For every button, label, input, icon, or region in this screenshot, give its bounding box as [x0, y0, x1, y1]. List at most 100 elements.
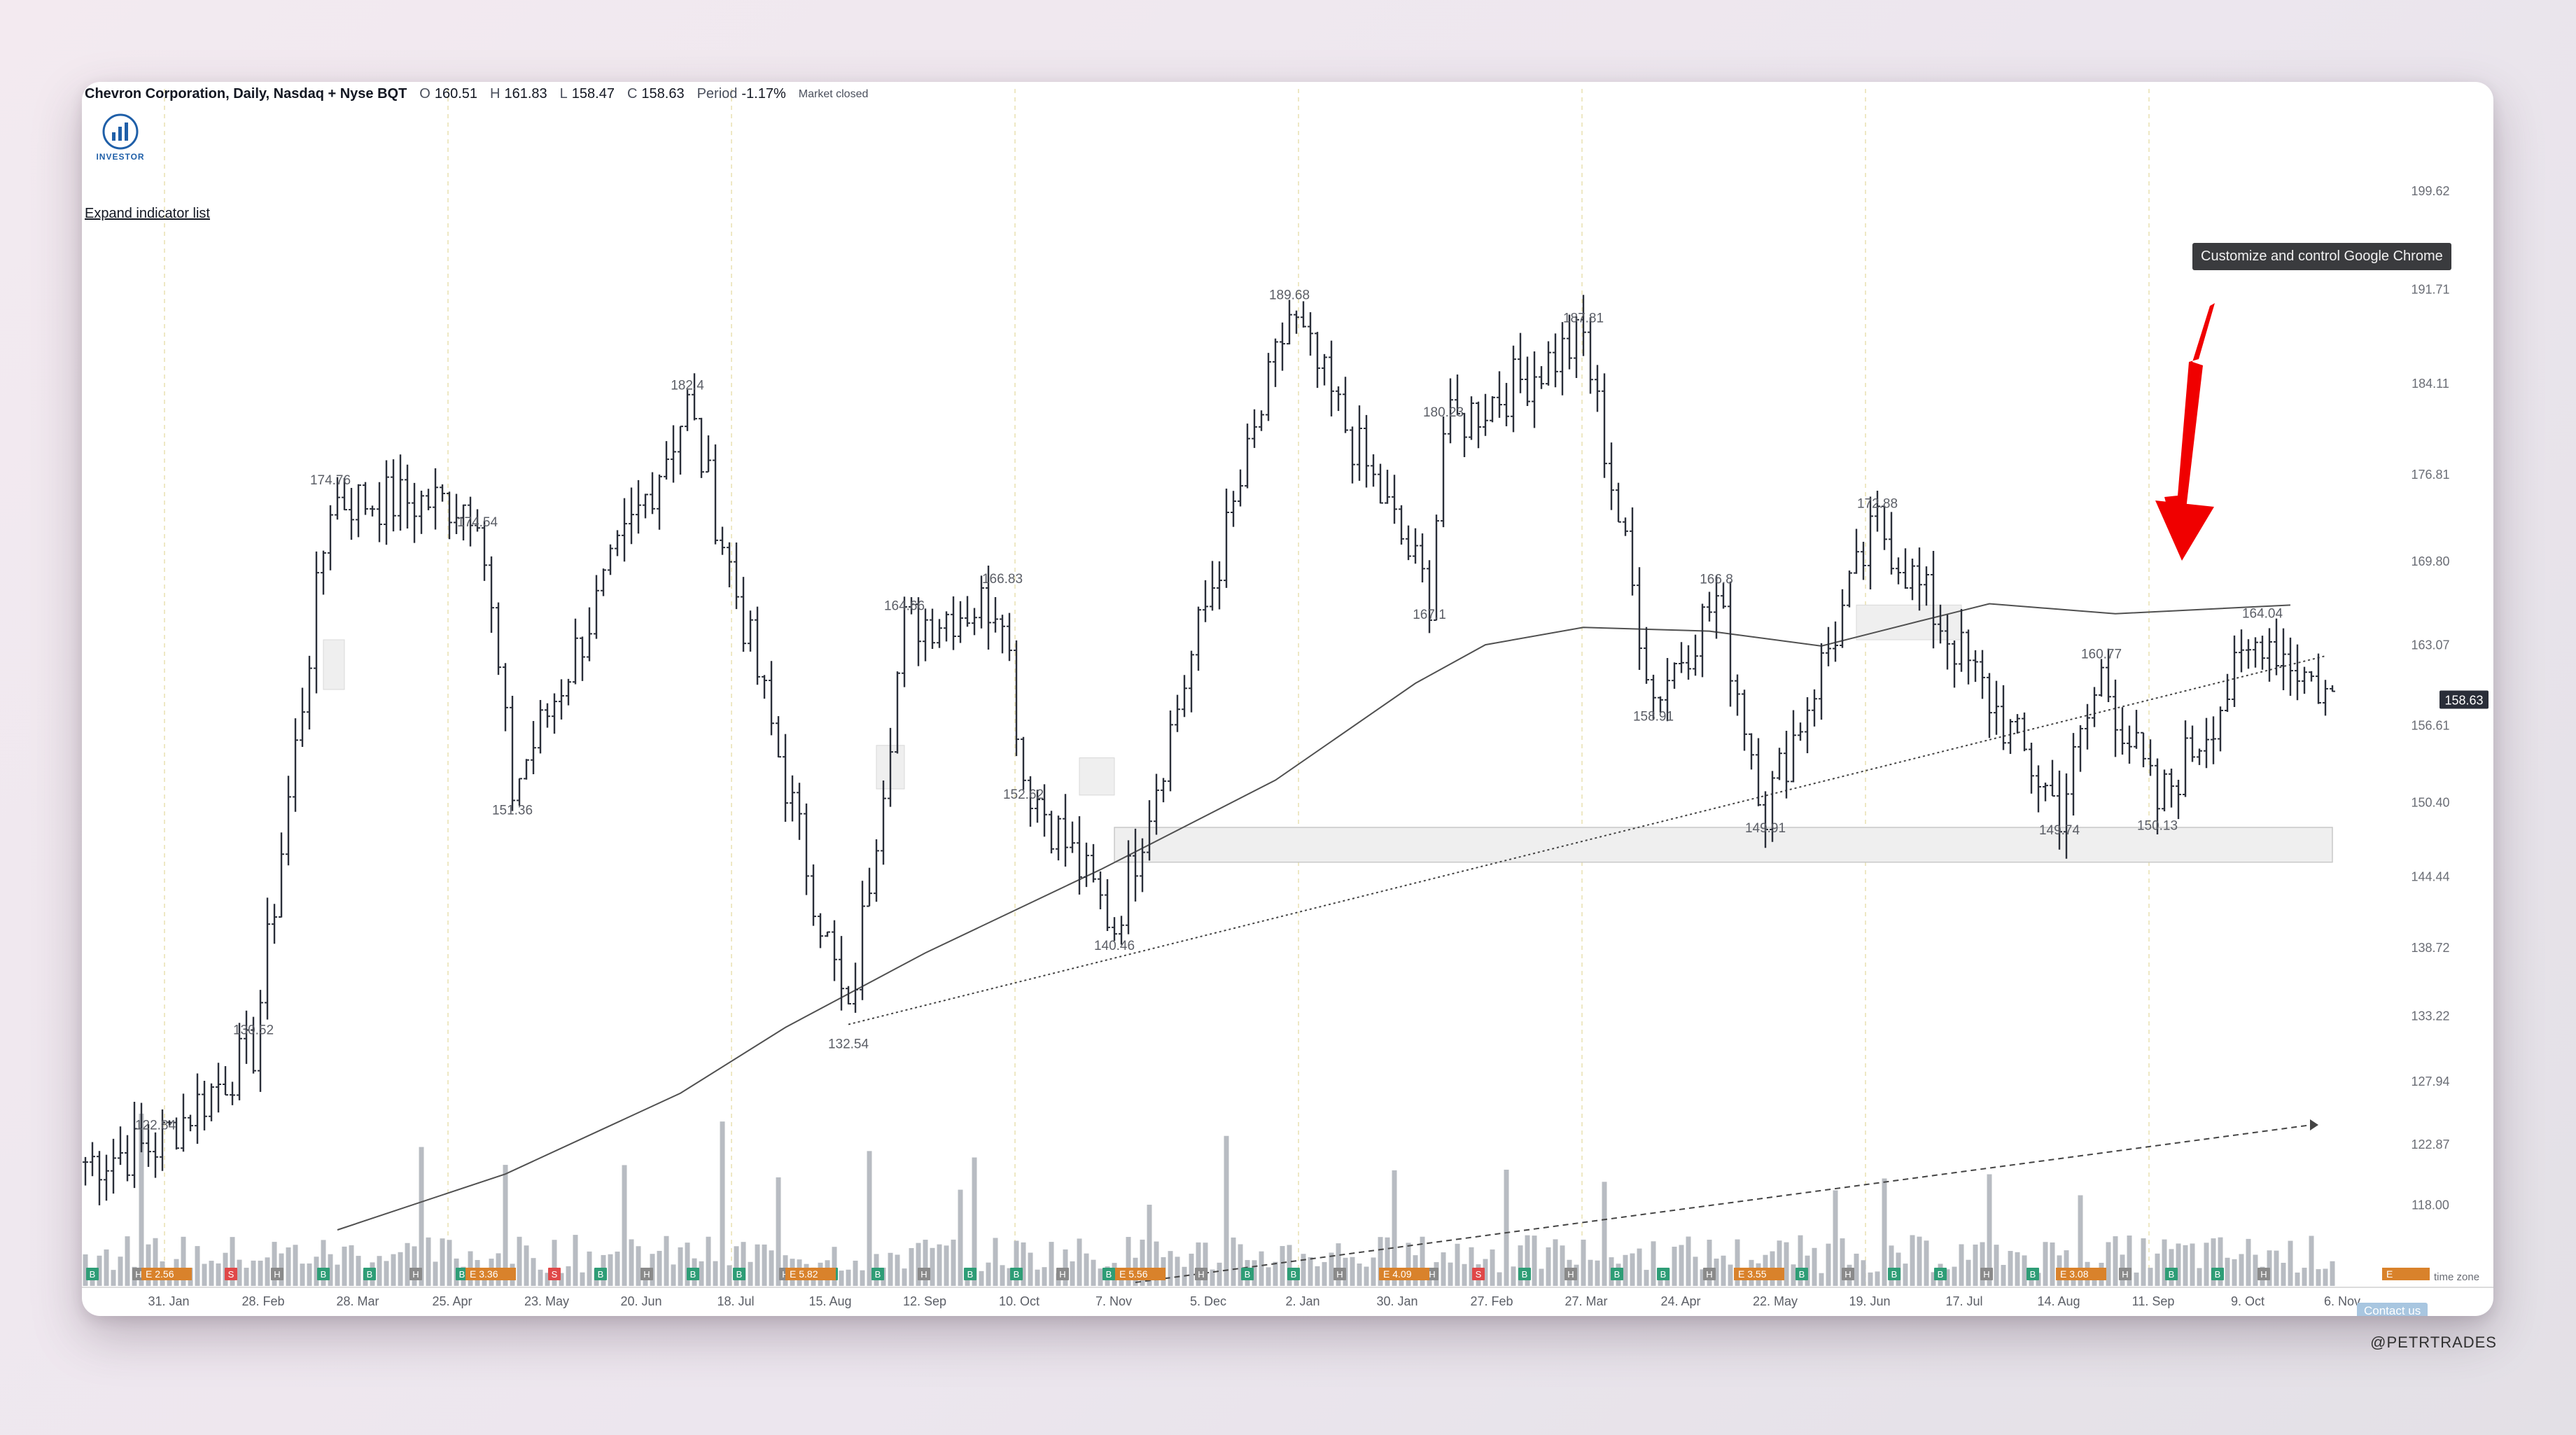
- volume-bar: [349, 1245, 354, 1286]
- volume-bar: [1798, 1235, 1803, 1286]
- event-badge: [1472, 1268, 1485, 1280]
- volume-bar: [2204, 1242, 2209, 1286]
- volume-bar: [2113, 1236, 2118, 1286]
- volume-bar: [1588, 1259, 1593, 1286]
- event-badge-letter: B: [1799, 1269, 1805, 1280]
- watermark: @PETRTRADES: [2370, 1334, 2497, 1351]
- support-trendline: [848, 655, 2326, 1026]
- volume-bar: [1210, 1269, 1215, 1286]
- event-badge: [2119, 1268, 2132, 1280]
- event-badge: [1795, 1268, 1808, 1280]
- volume-bar: [2134, 1272, 2139, 1286]
- volume-bar: [1511, 1266, 1516, 1286]
- volume-bar: [2001, 1265, 2006, 1286]
- volume-bar: [139, 1113, 144, 1286]
- volume-bar: [1728, 1264, 1733, 1286]
- market-status: Market closed: [798, 88, 869, 100]
- volume-bar: [1077, 1238, 1082, 1286]
- volume-bar: [1273, 1261, 1278, 1286]
- swing-point-label: 172.88: [1857, 497, 1898, 512]
- volume-bar: [1350, 1256, 1355, 1286]
- price-chart[interactable]: 122.84 130.52 174.76 174.54 151.36 182.4 132.5…: [82, 82, 2493, 1316]
- event-badge-letter: H: [412, 1269, 419, 1280]
- investor-logo: INVESTOR: [96, 113, 144, 172]
- contact-us-button[interactable]: Contact us: [2357, 1303, 2428, 1316]
- volume-bar: [111, 1270, 116, 1286]
- volume-bar: [342, 1246, 347, 1286]
- volume-bar: [1861, 1260, 1866, 1286]
- volume-bar: [2197, 1268, 2202, 1286]
- event-badge: [86, 1268, 99, 1280]
- event-badge: [1564, 1268, 1577, 1280]
- chrome-tooltip: Customize and control Google Chrome: [2192, 243, 2451, 270]
- volume-bar: [146, 1244, 151, 1286]
- earnings-label: E 3.55: [1738, 1268, 1767, 1280]
- volume-bar: [1014, 1240, 1019, 1286]
- volume-bar: [713, 1261, 718, 1286]
- volume-bar: [846, 1269, 851, 1286]
- event-badge: [2258, 1268, 2270, 1280]
- price-tick-label: 150.40: [2411, 795, 2449, 809]
- volume-bar: [1280, 1246, 1285, 1286]
- event-badge-letter: H: [274, 1269, 280, 1280]
- time-tick-label: 28. Mar: [336, 1294, 379, 1308]
- volume-bar: [860, 1270, 865, 1286]
- swing-point-label: 174.54: [457, 515, 498, 530]
- volume-bar: [944, 1245, 949, 1286]
- event-badge: [548, 1268, 561, 1280]
- volume-bar: [195, 1246, 200, 1286]
- volume-bar: [1966, 1259, 1971, 1286]
- volume-bar: [2155, 1253, 2160, 1286]
- event-badge-letter: B: [1938, 1269, 1944, 1280]
- event-badge-letter: B: [2215, 1269, 2221, 1280]
- volume-bar: [83, 1254, 88, 1286]
- volume-bar: [1952, 1266, 1957, 1286]
- volume-bar: [1420, 1236, 1425, 1286]
- swing-point-label: 182.4: [671, 379, 704, 393]
- volume-bar: [1385, 1237, 1390, 1286]
- volume-bar: [398, 1252, 403, 1286]
- swing-point-label: 122.84: [135, 1119, 176, 1133]
- volume-bar: [517, 1236, 522, 1286]
- time-tick-label: 14. Aug: [2037, 1294, 2080, 1308]
- close-value-group: C 158.63: [627, 86, 685, 102]
- volume-bar: [1546, 1247, 1551, 1286]
- expand-indicator-link[interactable]: Expand indicator list: [85, 206, 210, 221]
- volume-bar: [2253, 1254, 2258, 1286]
- volume-bar: [930, 1247, 935, 1286]
- volume-bar: [1693, 1256, 1698, 1286]
- close-value: 158.63: [641, 86, 685, 102]
- price-tick-label: 169.80: [2411, 554, 2449, 568]
- volume-bar: [1084, 1253, 1089, 1286]
- volume-bar: [755, 1244, 760, 1286]
- earnings-badge: [2382, 1268, 2430, 1280]
- price-tick-label: 127.94: [2411, 1074, 2449, 1088]
- open-value-group: O 160.51: [419, 86, 477, 102]
- time-tick-label: 27. Feb: [1470, 1294, 1513, 1308]
- volume-bar: [181, 1236, 186, 1286]
- volume-bar: [1637, 1248, 1642, 1286]
- volume-bar: [853, 1260, 858, 1286]
- swing-point-label: 164.66: [884, 598, 925, 613]
- event-badge-letter: H: [1059, 1269, 1065, 1280]
- event-badge: [1703, 1268, 1716, 1280]
- swing-point-label: 149.91: [1745, 821, 1786, 836]
- volume-bar: [1791, 1264, 1796, 1286]
- event-badge: [964, 1268, 976, 1280]
- volume-bar: [2078, 1195, 2083, 1286]
- earnings-label: E 2.56: [146, 1268, 174, 1280]
- event-badge: [733, 1268, 746, 1280]
- event-badge: [2026, 1268, 2039, 1280]
- time-tick-label: 27. Mar: [1564, 1294, 1607, 1308]
- swing-point-label: 132.54: [828, 1037, 869, 1051]
- time-tick-label: 25. Apr: [432, 1294, 472, 1308]
- event-badge: [410, 1268, 422, 1280]
- volume-bar: [1021, 1242, 1026, 1286]
- symbol-title[interactable]: Chevron Corporation, Daily, Nasdaq + Nys…: [85, 86, 407, 102]
- event-badge: [1611, 1268, 1623, 1280]
- volume-bar: [1924, 1240, 1929, 1286]
- swing-point-label: 158.91: [1633, 709, 1674, 724]
- volume-bar: [1455, 1243, 1460, 1286]
- volume-bar: [1826, 1243, 1831, 1286]
- price-tick-label: 138.72: [2411, 941, 2449, 955]
